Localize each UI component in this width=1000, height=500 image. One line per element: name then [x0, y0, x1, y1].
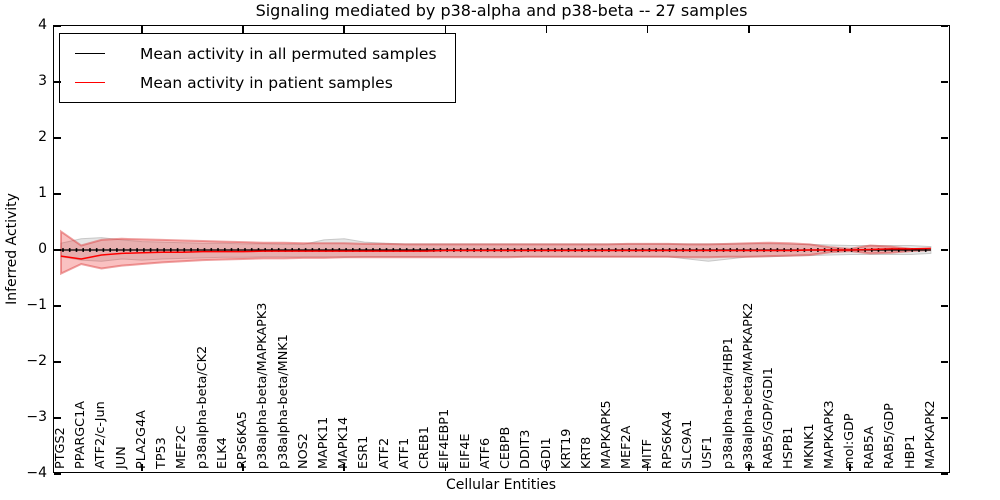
x-tick-label-MAPK14: MAPK14 — [336, 416, 352, 469]
axis-tick — [646, 464, 649, 471]
y-tick-label-−3: −3 — [26, 409, 47, 425]
axis-tick — [54, 81, 61, 83]
y-tick-label-0: 0 — [38, 241, 47, 257]
chart-canvas — [60, 229, 932, 276]
x-tick-label-RAB5/GDP/GDI1: RAB5/GDP/GDI1 — [761, 367, 777, 469]
chart-title: Signaling mediated by p38-alpha and p38-… — [255, 1, 748, 20]
x-tick-label-RPS6KA5: RPS6KA5 — [235, 411, 251, 469]
y-tick-label-2: 2 — [38, 129, 47, 145]
x-tick-label-ATF6: ATF6 — [477, 437, 493, 469]
x-tick-label-mol:GDP: mol:GDP — [841, 413, 857, 469]
x-axis-label: Cellular Entities — [445, 477, 557, 493]
axis-tick — [54, 417, 61, 419]
axis-tick — [343, 26, 345, 33]
y-tick-label-3: 3 — [38, 73, 47, 89]
axis-tick — [54, 305, 61, 307]
x-tick-label-MAPKAPK2: MAPKAPK2 — [922, 400, 938, 469]
x-tick-label-MAPK11: MAPK11 — [315, 416, 331, 469]
axis-tick — [242, 464, 244, 471]
x-tick-label-p38alpha-beta/MAPKAPK3: p38alpha-beta/MAPKAPK3 — [255, 302, 271, 469]
y-tick-label-−2: −2 — [26, 353, 47, 369]
axis-tick — [444, 26, 447, 33]
x-tick-label-MEF2C: MEF2C — [174, 425, 190, 469]
axis-tick — [646, 26, 649, 33]
x-tick-label-SLC9A1: SLC9A1 — [680, 419, 696, 469]
x-tick-label-ATF1: ATF1 — [396, 437, 412, 469]
x-tick-label-RPS6KA4: RPS6KA4 — [659, 411, 675, 469]
legend-item-patient: Mean activity in patient samples — [60, 68, 437, 97]
legend: Mean activity in all permuted samples Me… — [59, 33, 456, 103]
axis-tick — [141, 464, 143, 471]
axis-tick — [849, 26, 851, 33]
x-tick-label-DDIT3: DDIT3 — [518, 429, 534, 469]
x-tick-label-p38alpha-beta/HBP1: p38alpha-beta/HBP1 — [720, 337, 736, 469]
axis-tick — [748, 26, 750, 33]
axis-tick — [941, 361, 948, 363]
axis-tick — [941, 137, 948, 139]
x-tick-label-HBP1: HBP1 — [902, 434, 918, 469]
x-tick-label-PPARGC1A: PPARGC1A — [73, 400, 89, 469]
axis-tick — [242, 26, 244, 33]
axis-tick — [54, 249, 61, 251]
x-tick-label-p38alpha-beta/MAPKAPK2: p38alpha-beta/MAPKAPK2 — [740, 302, 756, 469]
x-tick-label-PLA2G4A: PLA2G4A — [133, 410, 149, 469]
x-tick-label-KRT8: KRT8 — [578, 436, 594, 469]
axis-tick — [545, 26, 548, 33]
x-tick-label-EIF4EBP1: EIF4EBP1 — [437, 408, 453, 469]
x-tick-label-RAB5/GDP: RAB5/GDP — [882, 403, 898, 469]
y-tick-label-4: 4 — [38, 17, 47, 33]
x-tick-label-p38alpha-beta/CK2: p38alpha-beta/CK2 — [194, 345, 210, 469]
axis-tick — [444, 464, 447, 471]
legend-label-patient: Mean activity in patient samples — [140, 73, 393, 92]
patient-mean-line — [60, 247, 931, 260]
axis-tick — [54, 473, 61, 475]
x-tick-label-MEF2A: MEF2A — [619, 425, 635, 469]
axis-tick — [849, 464, 851, 471]
x-tick-label-ESR1: ESR1 — [356, 435, 372, 469]
patient-line-swatch — [75, 82, 105, 83]
x-tick-label-CREB1: CREB1 — [417, 426, 433, 469]
y-tick-label-−4: −4 — [26, 465, 47, 481]
x-tick-label-ATF2/c-Jun: ATF2/c-Jun — [93, 401, 109, 469]
x-tick-label-USF1: USF1 — [700, 436, 716, 469]
axis-tick — [54, 25, 61, 27]
axis-tick — [941, 305, 948, 307]
permuted-line-swatch — [75, 53, 105, 54]
y-tick-label-1: 1 — [38, 185, 47, 201]
x-tick-label-KRT19: KRT19 — [558, 428, 574, 469]
x-tick-label-NOS2: NOS2 — [295, 433, 311, 469]
x-tick-label-PTGS2: PTGS2 — [53, 427, 68, 469]
x-tick-label-TP53: TP53 — [154, 437, 170, 469]
axis-tick — [54, 361, 61, 363]
x-tick-label-HSPB1: HSPB1 — [781, 426, 797, 469]
x-tick-label-p38alpha-beta/MNK1: p38alpha-beta/MNK1 — [275, 334, 291, 469]
x-tick-label-MAPKAPK5: MAPKAPK5 — [599, 400, 615, 469]
axis-tick — [545, 464, 548, 471]
x-tick-label-EIF4E: EIF4E — [457, 433, 473, 469]
axis-tick — [941, 193, 948, 195]
axis-tick — [941, 25, 948, 27]
legend-label-permuted: Mean activity in all permuted samples — [140, 44, 437, 63]
axis-tick — [941, 417, 948, 419]
x-tick-label-MKNK1: MKNK1 — [801, 423, 817, 469]
axis-tick — [941, 81, 948, 83]
axis-tick — [941, 249, 948, 251]
axis-tick — [748, 464, 750, 471]
x-tick-label-ELK4: ELK4 — [214, 437, 230, 469]
x-tick-label-CEBPB: CEBPB — [498, 426, 514, 469]
x-tick-label-RAB5A: RAB5A — [862, 426, 878, 469]
axis-tick — [141, 26, 143, 33]
axis-tick — [54, 193, 61, 195]
x-tick-label-MAPKAPK3: MAPKAPK3 — [821, 400, 837, 469]
y-tick-label-−1: −1 — [26, 297, 47, 313]
x-tick-label-ATF2: ATF2 — [376, 437, 392, 469]
plot-area: Mean activity in all permuted samples Me… — [53, 25, 950, 475]
axis-tick — [54, 137, 61, 139]
axis-tick — [941, 473, 948, 475]
legend-item-permuted: Mean activity in all permuted samples — [60, 39, 437, 68]
axis-tick — [343, 464, 345, 471]
x-tick-label-JUN: JUN — [113, 446, 129, 469]
